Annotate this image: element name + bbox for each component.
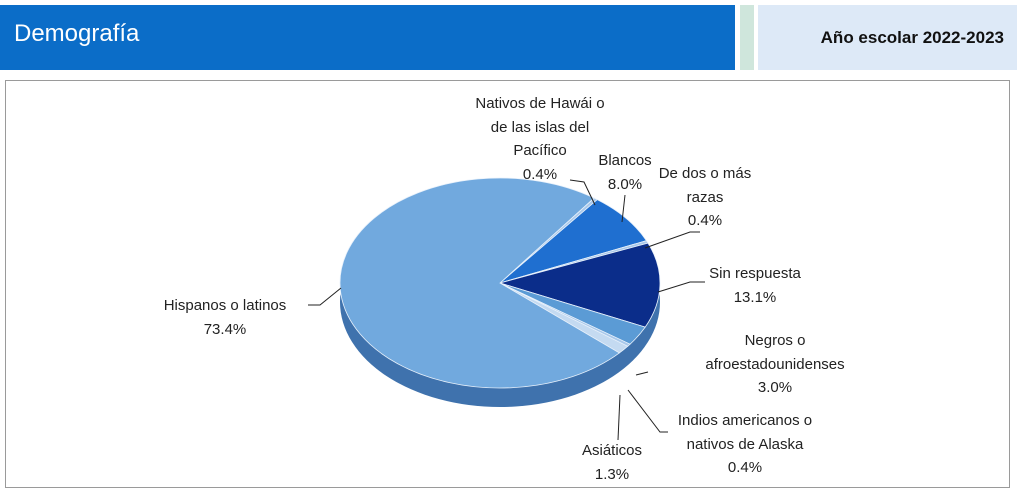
leader xyxy=(627,389,668,433)
leader xyxy=(308,287,342,306)
slice-name: Sin respuesta xyxy=(709,265,801,282)
pie-slice xyxy=(339,177,621,389)
leader xyxy=(635,371,649,376)
header-year-box xyxy=(758,5,1017,70)
slice-value: 0.4% xyxy=(687,212,723,229)
slice-label: De dos o más razas 0.4% xyxy=(650,162,760,233)
header-title: Demografía xyxy=(14,20,140,47)
header-bar xyxy=(0,5,735,70)
slice-name: Blancos xyxy=(598,152,652,169)
slice-name: Indios americanos o nativos de Alaska xyxy=(677,412,813,453)
leader xyxy=(657,281,705,293)
leader xyxy=(621,194,626,223)
slice-label: Asiáticos 1.3% xyxy=(567,439,657,486)
slice-label: Hispanos o latinos 73.4% xyxy=(140,294,310,341)
leader xyxy=(644,231,700,249)
leader xyxy=(569,179,596,206)
slice-name: Hispanos o latinos xyxy=(163,297,287,314)
chart-frame xyxy=(5,80,1010,488)
slice-label: Blancos 8.0% xyxy=(585,149,665,196)
leader xyxy=(617,394,621,441)
header-stripe xyxy=(740,5,754,70)
slice-value: 13.1% xyxy=(733,288,777,306)
slice-label: Indios americanos o nativos de Alaska 0.4… xyxy=(660,409,830,480)
slice-name: De dos o más razas xyxy=(658,165,752,206)
slice-label: Negros o afroestadounidenses 3.0% xyxy=(695,329,855,400)
slice-value: 0.4% xyxy=(727,459,763,476)
slice-value: 3.0% xyxy=(757,379,793,396)
slice-name: Negros o afroestadounidenses xyxy=(705,332,845,373)
slice-value: 0.4% xyxy=(522,165,558,183)
pie-slice xyxy=(498,242,661,328)
slice-name: Nativos de Hawái o de las islas del Pací… xyxy=(475,95,605,159)
header-year: Año escolar 2022-2023 xyxy=(820,28,1004,47)
slice-name: Asiáticos xyxy=(581,442,643,459)
slices xyxy=(339,177,661,389)
slice-value: 73.4% xyxy=(203,320,247,338)
slice-label: Sin respuesta 13.1% xyxy=(690,262,820,309)
slice-value: 8.0% xyxy=(607,175,643,193)
leaders xyxy=(308,179,705,441)
slice-label: Nativos de Hawái o de las islas del Pací… xyxy=(465,92,615,186)
slice-value: 1.3% xyxy=(594,465,630,483)
